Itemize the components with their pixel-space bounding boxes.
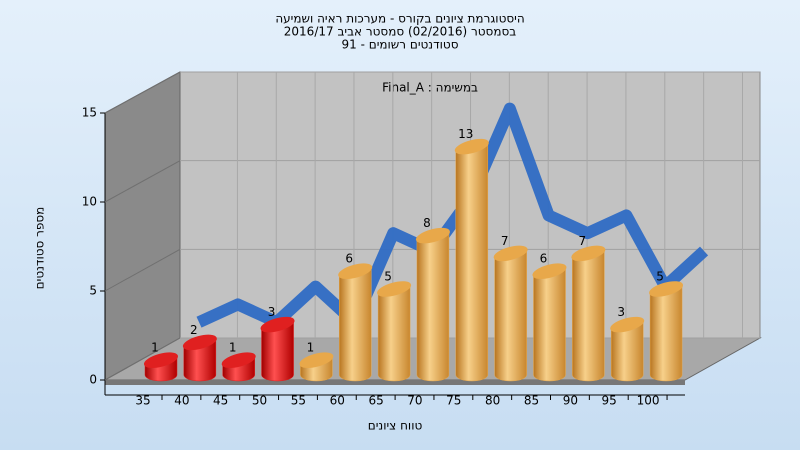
bar-top bbox=[144, 352, 178, 368]
x-tick-label: 80 bbox=[485, 394, 500, 408]
x-tick-label: 85 bbox=[524, 394, 539, 408]
bar bbox=[416, 231, 450, 382]
bar-top bbox=[338, 263, 373, 279]
y-tick-label: 15 bbox=[82, 106, 97, 120]
grid-line bbox=[104, 160, 181, 203]
x-tick-label: 90 bbox=[563, 394, 578, 408]
bar-top bbox=[610, 316, 645, 333]
y-tick-label: 10 bbox=[82, 195, 97, 209]
value-label: 7 bbox=[501, 234, 509, 248]
y-tick-label: 5 bbox=[89, 284, 97, 298]
bar-top bbox=[182, 334, 217, 351]
bar-top bbox=[299, 352, 334, 368]
bar bbox=[339, 266, 372, 382]
value-label: 1 bbox=[229, 341, 237, 355]
x-tick-label: 35 bbox=[135, 394, 150, 408]
left-wall bbox=[104, 71, 181, 381]
value-label: 6 bbox=[345, 252, 353, 266]
bar-top bbox=[454, 138, 489, 155]
bar-top bbox=[493, 245, 528, 262]
x-tick-label: 65 bbox=[368, 394, 383, 408]
bar-top bbox=[532, 263, 567, 279]
value-label: 3 bbox=[617, 305, 625, 319]
x-tick-label: 60 bbox=[330, 394, 345, 408]
bar bbox=[610, 320, 644, 382]
bar bbox=[494, 249, 527, 382]
bar-top bbox=[649, 281, 684, 297]
x-axis-label: טווח ציונים bbox=[368, 419, 423, 433]
chart-title: היסטוגרמת ציונים בקורס - מערכות ראיה ושמ… bbox=[275, 12, 524, 26]
bar bbox=[377, 284, 411, 382]
value-label: 5 bbox=[384, 270, 392, 284]
bar bbox=[572, 249, 605, 382]
bar bbox=[261, 320, 294, 382]
bar bbox=[533, 266, 566, 382]
grid-line bbox=[104, 71, 181, 114]
x-tick-label: 45 bbox=[213, 394, 228, 408]
x-tick-label: 55 bbox=[291, 394, 306, 408]
value-label: 1 bbox=[151, 341, 159, 355]
x-tick-label: 50 bbox=[252, 394, 267, 408]
value-label: 1 bbox=[307, 341, 315, 355]
value-label: 8 bbox=[423, 216, 431, 230]
chart-title: סטודנטים רשומים - 91 bbox=[341, 38, 458, 52]
trend-ribbon bbox=[196, 102, 709, 329]
bar-top bbox=[377, 281, 412, 297]
value-label: 3 bbox=[268, 305, 276, 319]
value-label: 13 bbox=[458, 127, 473, 141]
bar-top bbox=[415, 227, 450, 244]
y-axis-label: מספר סטודנטים bbox=[33, 207, 47, 290]
bar-top bbox=[221, 352, 256, 368]
value-label: 6 bbox=[540, 252, 548, 266]
x-tick-label: 40 bbox=[174, 394, 189, 408]
chart-title: בסמסטר (02/2016) סמסטר אביב 2016/17 bbox=[284, 25, 516, 39]
grid-line bbox=[104, 248, 181, 292]
floor-edge bbox=[105, 380, 685, 385]
value-label: 5 bbox=[656, 270, 664, 284]
bar-top bbox=[571, 245, 606, 262]
y-tick-label: 0 bbox=[89, 373, 97, 387]
bar bbox=[455, 142, 489, 382]
grid-line bbox=[104, 337, 181, 381]
value-label: 7 bbox=[579, 234, 587, 248]
bar-top bbox=[260, 316, 295, 333]
x-tick-label: 70 bbox=[407, 394, 422, 408]
subtitle: Final_A : במשימה bbox=[382, 81, 478, 95]
bar bbox=[649, 284, 683, 382]
x-tick-label: 95 bbox=[602, 394, 617, 408]
value-label: 2 bbox=[190, 323, 198, 337]
x-tick-label: 100 bbox=[637, 394, 660, 408]
x-tick-label: 75 bbox=[446, 394, 461, 408]
